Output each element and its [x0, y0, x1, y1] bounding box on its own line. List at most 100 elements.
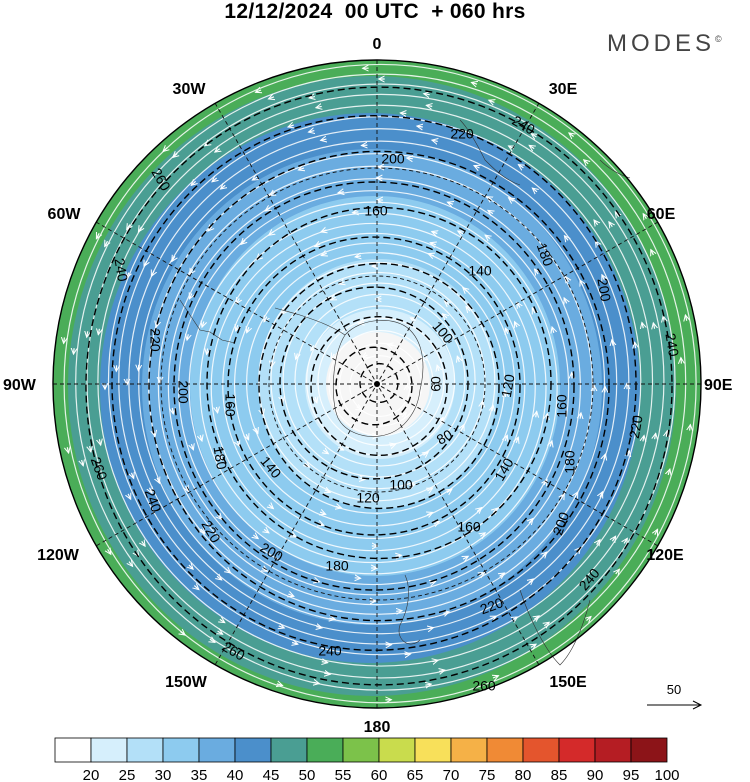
- streamline: [188, 201, 558, 575]
- wind-arrow: [127, 273, 129, 279]
- wind-arrow: [402, 413, 406, 417]
- colorbar-swatch: [594, 737, 632, 763]
- lon-label-120e: 120E: [646, 547, 684, 564]
- map-border: [52, 59, 702, 709]
- wind-arrow: [493, 676, 499, 678]
- wind-arrow: [215, 149, 220, 152]
- wind-arrow: [432, 232, 438, 234]
- wind-arrow: [202, 322, 204, 328]
- wind-arrow: [262, 568, 267, 571]
- lon-label-90w: 90W: [3, 377, 37, 394]
- contour-180: [206, 206, 552, 560]
- streamline: [246, 252, 506, 514]
- wind-arrow: [325, 490, 331, 492]
- contour-label-160-w: 160: [222, 393, 238, 417]
- streamline: [234, 242, 516, 527]
- colorbar-tick-label: 50: [299, 767, 316, 782]
- colorbar-tick-label: 100: [654, 767, 679, 782]
- wind-arrow: [612, 340, 613, 346]
- streamline: [107, 104, 654, 656]
- map-title: 12/12/2024 00 UTC + 060 hrs: [224, 0, 526, 23]
- contour-label-220-e: 220: [626, 414, 646, 440]
- wind-arrow: [457, 356, 459, 362]
- antarctica-coast: [332, 320, 424, 437]
- wind-arrow: [505, 328, 507, 334]
- wind-arrow: [477, 508, 482, 512]
- lon-label-180: 180: [364, 719, 391, 736]
- wind-arrow: [550, 441, 552, 447]
- wind-arrow: [180, 632, 185, 636]
- south-pole-marker: [374, 381, 380, 387]
- lon-label-150w: 150W: [165, 674, 208, 691]
- wind-arrow: [336, 506, 342, 508]
- wind-arrow: [264, 317, 267, 322]
- colorbar-tick-label: 35: [191, 767, 208, 782]
- wind-arrow: [241, 240, 245, 244]
- wind-arrow: [479, 573, 484, 576]
- wind-arrow: [142, 541, 145, 546]
- wind-arrow: [247, 327, 249, 333]
- contour-label-220-ne: 220: [450, 126, 474, 142]
- wind-arrow: [191, 181, 195, 185]
- wind-arrow: [246, 434, 248, 440]
- south-america-tip: [179, 299, 236, 344]
- wind-arrow: [488, 210, 493, 213]
- wind-reference-vector: 50: [647, 682, 703, 710]
- wind-arrow: [128, 494, 131, 499]
- antarctic-peninsula: [274, 307, 346, 336]
- wind-arrow: [447, 489, 452, 492]
- wind-arrow: [217, 407, 218, 413]
- brand-name: MODES: [607, 30, 716, 57]
- wind-arrow: [362, 355, 367, 358]
- wind-arrow: [288, 125, 294, 127]
- wind-streamlines: [64, 63, 697, 704]
- wind-arrow: [685, 315, 686, 321]
- colorbar-tick-label: 65: [407, 767, 424, 782]
- streamline: [167, 178, 581, 596]
- wind-arrow: [313, 682, 319, 683]
- wind-arrow: [643, 214, 646, 219]
- wind-arrow: [653, 323, 654, 329]
- contour-label-100-s: 100: [389, 477, 413, 493]
- wind-arrow: [338, 192, 344, 193]
- wind-reference-arrowhead: [692, 700, 703, 710]
- wind-arrow: [532, 188, 537, 192]
- wind-arrow: [424, 94, 430, 95]
- wind-arrow: [226, 569, 231, 573]
- wind-arrow: [434, 522, 439, 525]
- colorbar-swatch: [126, 737, 164, 763]
- wind-arrow: [690, 425, 691, 431]
- wind-arrow: [580, 413, 581, 419]
- wind-arrow: [643, 436, 644, 442]
- wind-arrow: [602, 275, 605, 280]
- wind-arrow: [329, 618, 335, 619]
- contour-120: [279, 286, 469, 480]
- streamline: [306, 305, 456, 457]
- colorbar-swatch: [54, 737, 92, 763]
- contour-label-240-s: 240: [318, 643, 342, 659]
- wind-arrow: [127, 225, 130, 230]
- wind-arrow: [320, 512, 326, 514]
- wind-arrow: [270, 193, 275, 196]
- wind-arrow: [480, 533, 485, 537]
- wind-arrow: [104, 241, 108, 246]
- wind-arrow: [532, 308, 535, 313]
- streamline: [317, 317, 445, 446]
- colorbar-tick-label: 40: [227, 767, 244, 782]
- contour-label-200-e: 200: [594, 277, 614, 303]
- contour-label-180-w: 180: [210, 445, 230, 471]
- contour-label-120-e: 120: [498, 373, 518, 399]
- wind-arrow: [594, 220, 598, 225]
- streamline: [294, 293, 466, 467]
- wind-arrow: [447, 202, 453, 204]
- contour-label-160-e: 160: [554, 394, 570, 418]
- wind-arrow: [157, 478, 160, 484]
- wind-arrow: [609, 222, 612, 227]
- wind-arrow: [138, 227, 141, 232]
- wind-arrow: [427, 512, 433, 514]
- wind-arrow: [466, 307, 470, 312]
- parallel-outer: [160, 167, 594, 601]
- wind-arrow: [655, 433, 656, 439]
- wind-arrow: [173, 153, 178, 157]
